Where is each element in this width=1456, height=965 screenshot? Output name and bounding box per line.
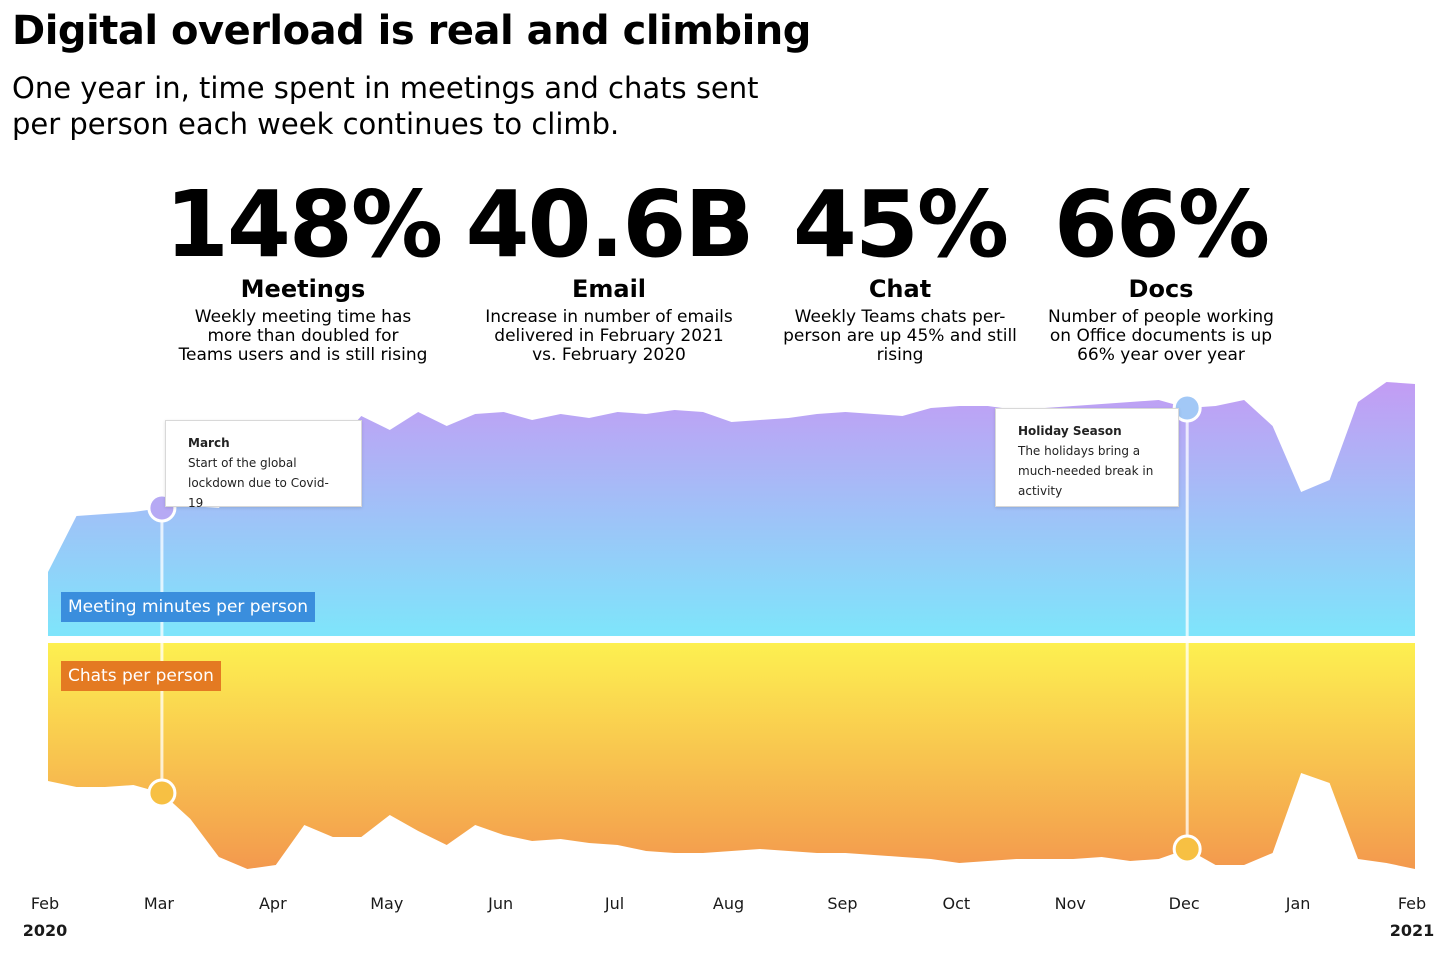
callout-march-title: March xyxy=(188,436,230,450)
callout-march: March Start of the global lockdown due t… xyxy=(165,420,362,510)
stat-email-description: Increase in number of emails delivered i… xyxy=(485,307,733,365)
x-tick-label: Mar xyxy=(144,894,175,913)
x-year-label: 2020 xyxy=(23,921,68,940)
page-subtitle: One year in, time spent in meetings and … xyxy=(12,71,759,141)
page-title: Digital overload is real and climbing xyxy=(12,8,811,54)
stat-meetings-description: Weekly meeting time has more than double… xyxy=(178,307,428,365)
chats-area xyxy=(48,643,1415,869)
callout-holiday-title: Holiday Season xyxy=(1018,424,1122,438)
x-year-label: 2021 xyxy=(1390,921,1435,940)
x-tick-label: Dec xyxy=(1169,894,1200,913)
stat-meetings: 148% Meetings Weekly meeting time has mo… xyxy=(153,170,453,365)
x-tick-label: Oct xyxy=(942,894,970,913)
stat-chat-value: 45% xyxy=(792,171,1009,278)
stat-docs: 66% Docs Number of people working on Off… xyxy=(1011,170,1311,365)
x-tick-label: Jun xyxy=(487,894,513,913)
x-tick-label: Aug xyxy=(713,894,744,913)
callout-march-text: Start of the global lockdown due to Covi… xyxy=(188,456,329,510)
x-tick-label: Nov xyxy=(1055,894,1086,913)
stat-chat: 45% Chat Weekly Teams chats per-person a… xyxy=(750,170,1050,365)
x-tick-label: Jan xyxy=(1285,894,1311,913)
stat-docs-value: 66% xyxy=(1053,171,1270,278)
stat-email-label: Email xyxy=(571,275,647,303)
chats-marker-dot xyxy=(1172,834,1202,864)
stat-docs-label: Docs xyxy=(1128,275,1194,303)
callout-holiday-text: The holidays bring a much-needed break i… xyxy=(1018,444,1154,498)
stat-meetings-value: 148% xyxy=(164,171,443,278)
stat-chat-label: Chat xyxy=(868,275,932,303)
legend-meeting-minutes: Meeting minutes per person xyxy=(61,592,316,622)
x-tick-label: May xyxy=(370,894,403,913)
stat-meetings-label: Meetings xyxy=(240,275,366,303)
x-tick-label: Feb xyxy=(1398,894,1426,913)
x-tick-label: Sep xyxy=(827,894,857,913)
stat-chat-description: Weekly Teams chats per-person are up 45%… xyxy=(783,307,1017,365)
chats-marker-dot xyxy=(147,778,177,808)
x-tick-label: Apr xyxy=(259,894,287,913)
x-tick-label: Feb xyxy=(31,894,59,913)
x-tick-label: Jul xyxy=(604,894,624,913)
callout-holiday: Holiday Season The holidays bring a much… xyxy=(995,408,1179,507)
legend-chats: Chats per person xyxy=(61,661,221,691)
stat-docs-description: Number of people working on Office docum… xyxy=(1048,307,1274,365)
stat-email: 40.6B Email Increase in number of emails… xyxy=(459,170,759,365)
stat-email-value: 40.6B xyxy=(465,171,754,278)
